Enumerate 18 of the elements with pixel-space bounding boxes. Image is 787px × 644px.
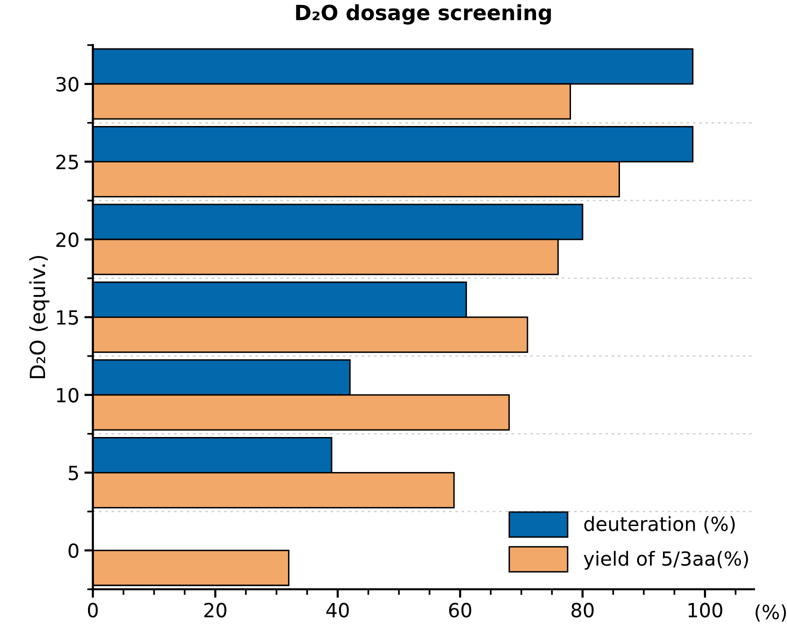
x-tick-label: 0 (88, 602, 98, 618)
legend-label: deuteration (%) (584, 516, 735, 534)
x-tick-label: 40 (326, 602, 349, 618)
y-tick-label: 25 (56, 154, 78, 170)
x-tick-label: 60 (449, 602, 472, 618)
x-tick-label: 20 (204, 602, 226, 618)
x-axis-title: (%) (756, 604, 786, 622)
y-tick-label: 5 (68, 466, 78, 480)
y-axis-title: D₂O (equiv.) (29, 256, 50, 378)
chart-title: D₂O dosage screening (296, 4, 551, 25)
x-tick-label: 100 (688, 602, 722, 618)
y-tick-label: 0 (68, 543, 78, 558)
legend-label: yield of 5/3aa(%) (584, 550, 748, 570)
x-tick-label: 80 (572, 602, 594, 618)
y-tick-label: 15 (57, 310, 78, 325)
y-tick-label: 10 (57, 388, 78, 403)
y-tick-label: 20 (56, 232, 78, 248)
y-tick-label: 30 (56, 76, 78, 92)
